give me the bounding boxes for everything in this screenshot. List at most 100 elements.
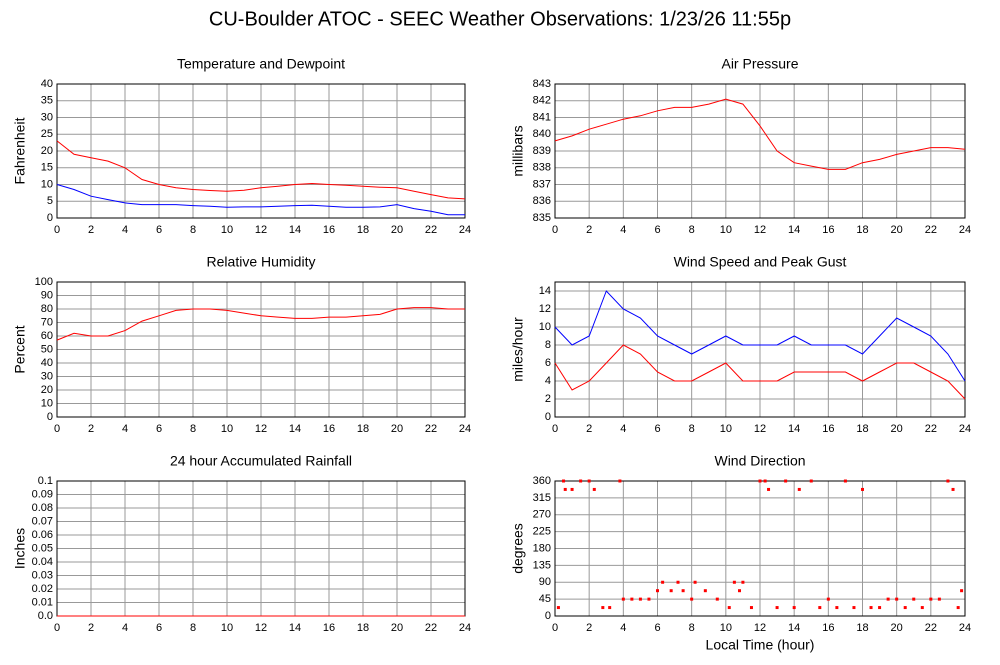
- y-tick-label: 50: [41, 343, 53, 355]
- y-tick-label: 14: [539, 285, 551, 297]
- x-tick-label: 10: [221, 224, 233, 236]
- y-tick-label: 10: [539, 321, 551, 333]
- point: [767, 487, 771, 491]
- y-tick-label: 315: [533, 492, 551, 504]
- y-tick-label: 0.04: [32, 556, 53, 568]
- x-tick-label: 12: [255, 622, 267, 634]
- point: [741, 580, 745, 584]
- plot-frame: [554, 83, 966, 219]
- x-tick-label: 24: [459, 224, 471, 236]
- point: [601, 606, 605, 610]
- x-tick-label: 10: [221, 622, 233, 634]
- y-tick-label: 0.07: [32, 515, 53, 527]
- point: [676, 580, 680, 584]
- y-tick-label: 842: [533, 95, 551, 107]
- chart-title: Relative Humidity: [207, 254, 316, 270]
- x-tick-label: 4: [620, 622, 626, 634]
- y-tick-label: 20: [41, 384, 53, 396]
- series-line: [56, 307, 465, 341]
- y-tick-label: 841: [533, 111, 551, 123]
- x-tick-label: 18: [357, 622, 369, 634]
- x-tick-label: 22: [425, 622, 437, 634]
- x-tick-label: 20: [891, 224, 903, 236]
- point: [579, 479, 583, 483]
- point: [618, 479, 622, 483]
- x-tick-label: 0: [552, 622, 558, 634]
- y-tick-label: 836: [533, 195, 551, 207]
- y-tick-label: 270: [533, 509, 551, 521]
- x-tick-label: 10: [221, 423, 233, 435]
- y-tick-label: 0.06: [32, 529, 53, 541]
- series-line: [554, 344, 966, 400]
- y-axis-label: degrees: [510, 523, 526, 574]
- point: [556, 606, 560, 610]
- x-tick-label: 8: [689, 622, 695, 634]
- y-axis-label: Percent: [12, 325, 28, 373]
- series-line: [554, 290, 966, 382]
- x-tick-label: 6: [156, 224, 162, 236]
- x-tick-label: 8: [190, 622, 196, 634]
- x-tick-label: 12: [754, 622, 766, 634]
- y-tick-label: 840: [533, 128, 551, 140]
- y-tick-label: 0.02: [32, 583, 53, 595]
- y-tick-label: 0.08: [32, 502, 53, 514]
- y-tick-label: 0.1: [38, 475, 53, 487]
- chart-title: Wind Direction: [714, 453, 805, 469]
- point: [562, 479, 566, 483]
- y-tick-label: 45: [539, 593, 551, 605]
- x-tick-label: 2: [586, 224, 592, 236]
- y-tick-label: 30: [41, 111, 53, 123]
- y-tick-label: 10: [41, 397, 53, 409]
- x-tick-label: 24: [459, 622, 471, 634]
- point: [563, 487, 567, 491]
- x-tick-label: 6: [654, 622, 660, 634]
- x-tick-label: 12: [754, 224, 766, 236]
- point: [669, 589, 673, 593]
- y-tick-label: 0.03: [32, 569, 53, 581]
- point: [763, 479, 767, 483]
- y-axis-label: millibars: [510, 125, 526, 176]
- x-tick-label: 0: [54, 224, 60, 236]
- x-tick-label: 6: [156, 423, 162, 435]
- point: [570, 487, 574, 491]
- y-tick-label: 40: [41, 357, 53, 369]
- x-tick-label: 18: [856, 622, 868, 634]
- x-tick-label: 14: [289, 622, 301, 634]
- x-tick-label: 2: [88, 423, 94, 435]
- x-tick-label: 18: [856, 224, 868, 236]
- point: [681, 589, 685, 593]
- chart-title: Wind Speed and Peak Gust: [674, 254, 847, 270]
- chart-title: 24 hour Accumulated Rainfall: [170, 453, 352, 469]
- x-tick-label: 8: [689, 423, 695, 435]
- x-tick-label: 20: [891, 423, 903, 435]
- point: [661, 580, 665, 584]
- x-tick-label: 20: [891, 622, 903, 634]
- x-tick-label: 6: [654, 423, 660, 435]
- y-tick-label: 30: [41, 370, 53, 382]
- x-tick-label: 20: [391, 622, 403, 634]
- x-tick-label: 2: [88, 224, 94, 236]
- x-tick-label: 4: [620, 224, 626, 236]
- x-tick-label: 8: [190, 423, 196, 435]
- point: [715, 597, 719, 601]
- y-tick-label: 40: [41, 78, 53, 90]
- x-tick-label: 8: [190, 224, 196, 236]
- chart-title: Air Pressure: [721, 56, 798, 72]
- y-tick-label: 8: [545, 339, 551, 351]
- y-tick-label: 0: [545, 411, 551, 423]
- point: [835, 606, 839, 610]
- series-line: [56, 140, 466, 200]
- y-axis-label: Inches: [12, 528, 28, 569]
- page-title: CU-Boulder ATOC - SEEC Weather Observati…: [209, 8, 791, 30]
- y-tick-label: 843: [533, 78, 551, 90]
- point: [703, 589, 707, 593]
- x-tick-label: 14: [788, 423, 800, 435]
- point: [920, 606, 924, 610]
- point: [638, 597, 642, 601]
- y-tick-label: 838: [533, 162, 551, 174]
- x-tick-label: 14: [289, 224, 301, 236]
- y-tick-label: 0: [47, 212, 53, 224]
- point: [647, 597, 651, 601]
- y-tick-label: 2: [545, 393, 551, 405]
- point: [809, 479, 813, 483]
